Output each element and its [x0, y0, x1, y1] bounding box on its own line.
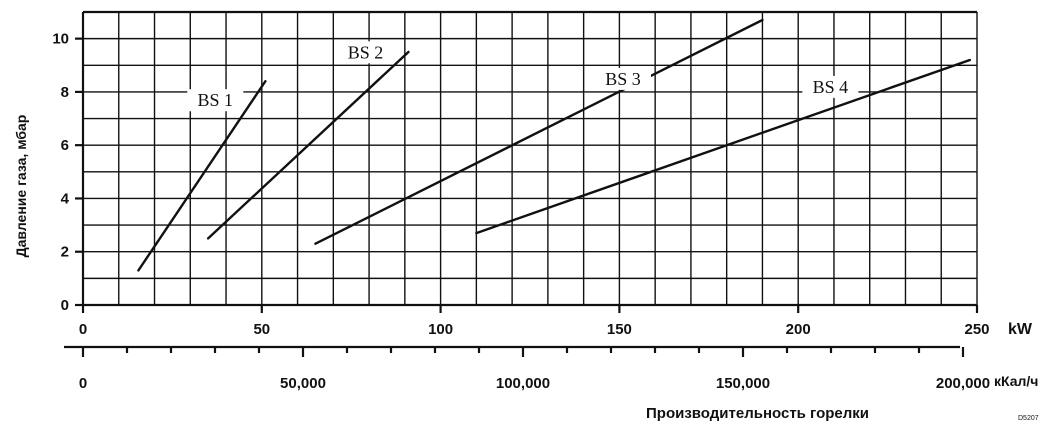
x-tick-label: 0: [79, 321, 87, 338]
series-line-bs-1: [137, 80, 267, 272]
series: [137, 18, 972, 272]
x-tick-label: 250: [964, 321, 989, 338]
x2-tick-label: 100,000: [496, 375, 550, 392]
x2-tick-label: 50,000: [280, 375, 326, 392]
y-tick-label: 10: [52, 31, 69, 48]
series-line-bs-4: [475, 58, 972, 235]
series-label-bg: [187, 89, 244, 112]
x-tick-label: 100: [428, 321, 453, 338]
x-tick-label: 50: [253, 321, 270, 338]
y-tick-label: 8: [61, 84, 69, 101]
y-tick-label: 6: [61, 137, 69, 154]
x2-axis-unit-kcal: кКал/ч: [994, 373, 1038, 389]
series-label-bg: [594, 67, 651, 90]
series-labels: BS 1 BS 2 BS 3 BS 4: [187, 41, 859, 112]
x2-tick-label: 150,000: [716, 375, 770, 392]
figure-code: D5207: [1018, 415, 1039, 422]
series-label-bg: [337, 41, 394, 64]
y-tick-label: 4: [61, 190, 70, 207]
x2-tick-label: 0: [79, 375, 87, 392]
series-label-bg: [802, 75, 859, 98]
series-line-bs-3: [314, 18, 764, 245]
series-label: BS 1: [198, 90, 234, 110]
y-tick-label: 2: [61, 244, 69, 261]
x-tick-label: 200: [786, 321, 811, 338]
x-axis-label: Производительность горелки: [646, 405, 869, 422]
series-label: BS 2: [348, 42, 384, 62]
x-tick-label: 150: [607, 321, 632, 338]
y-axis-label: Давление газа, мбар: [13, 115, 29, 258]
x-axis-unit-kw: kW: [1008, 321, 1033, 338]
y-tick-label: 0: [61, 297, 69, 314]
series-label: BS 3: [605, 69, 641, 89]
series-label: BS 4: [813, 77, 849, 97]
grid: [82, 11, 978, 306]
x2-tick-label: 200,000: [936, 375, 990, 392]
axes: [64, 10, 979, 357]
series-line-bs-2: [206, 50, 410, 240]
